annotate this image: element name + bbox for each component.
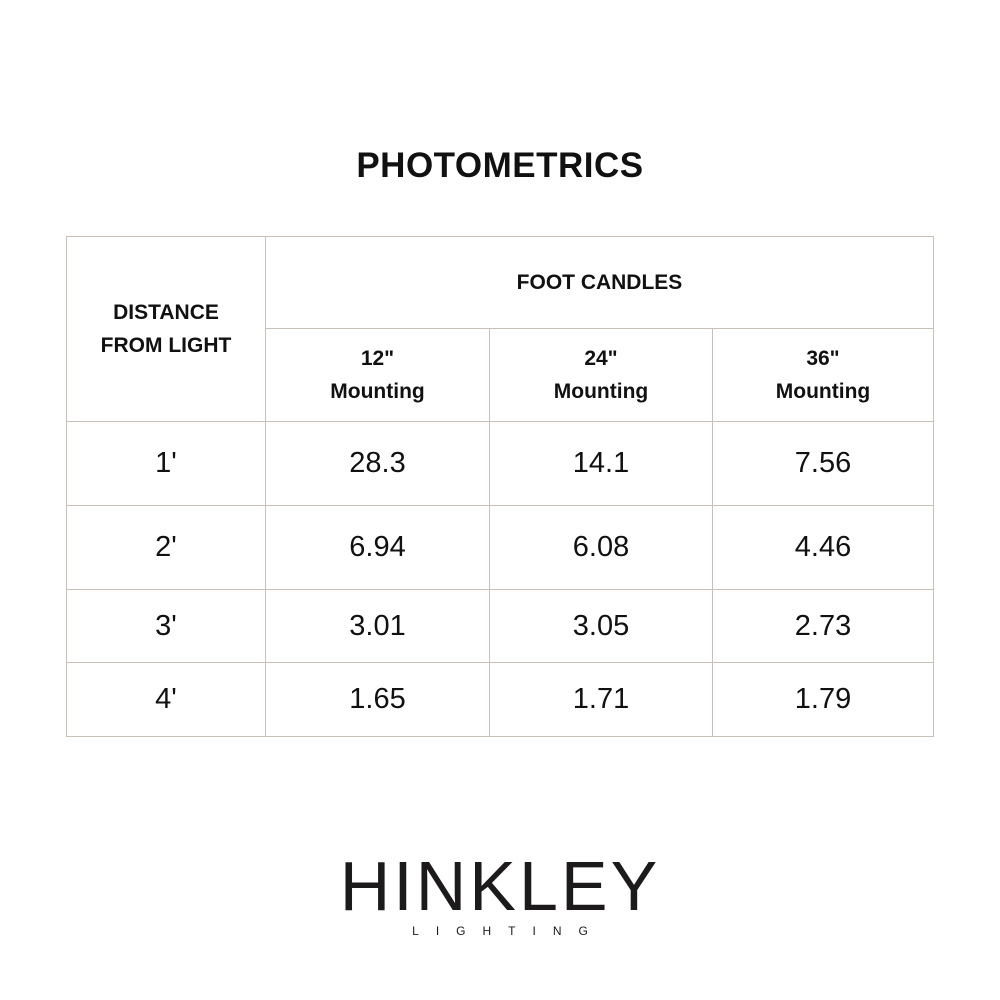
value-cell: 14.1 (489, 421, 713, 506)
table-row: 1' 28.3 14.1 7.56 (66, 421, 934, 506)
column-size: 24" (584, 347, 618, 370)
column-size: 36" (806, 347, 840, 370)
page-title: PHOTOMETRICS (356, 146, 644, 185)
value-cell: 4.46 (712, 505, 934, 590)
logo-tagline: LIGHTING (412, 924, 605, 938)
distance-cell: 4' (66, 662, 266, 737)
foot-candles-header: FOOT CANDLES (265, 236, 934, 329)
column-size: 12" (360, 347, 395, 370)
distance-cell: 1' (66, 421, 266, 506)
value-cell: 1.79 (712, 662, 934, 737)
distance-cell: 3' (66, 589, 266, 663)
distance-header-text: DISTANCE FROM LIGHT (100, 301, 232, 357)
column-label: Mounting (775, 380, 871, 403)
value-cell: 3.05 (489, 589, 713, 663)
value-cell: 3.01 (265, 589, 490, 663)
hinkley-logo: HINKLEY LIGHTING (0, 848, 1000, 938)
value-cell: 6.08 (489, 505, 713, 590)
logo-name: HINKLEY (339, 847, 661, 925)
table-row: 2' 6.94 6.08 4.46 (66, 505, 934, 590)
distance-header: DISTANCE FROM LIGHT (66, 236, 266, 422)
value-cell: 2.73 (712, 589, 934, 663)
table-row: 3' 3.01 3.05 2.73 (66, 589, 934, 663)
value-cell: 28.3 (265, 421, 490, 506)
column-header-12: 12" Mounting (265, 328, 490, 422)
value-cell: 7.56 (712, 421, 934, 506)
column-label: Mounting (553, 380, 649, 403)
column-label: Mounting (330, 380, 425, 403)
distance-cell: 2' (66, 505, 266, 590)
value-cell: 1.65 (265, 662, 490, 737)
photometrics-table: DISTANCE FROM LIGHT FOOT CANDLES 12" Moun… (66, 236, 934, 737)
value-cell: 1.71 (489, 662, 713, 737)
column-header-24: 24" Mounting (489, 328, 713, 422)
column-header-36: 36" Mounting (712, 328, 934, 422)
value-cell: 6.94 (265, 505, 490, 590)
table-row: 4' 1.65 1.71 1.79 (66, 662, 934, 737)
